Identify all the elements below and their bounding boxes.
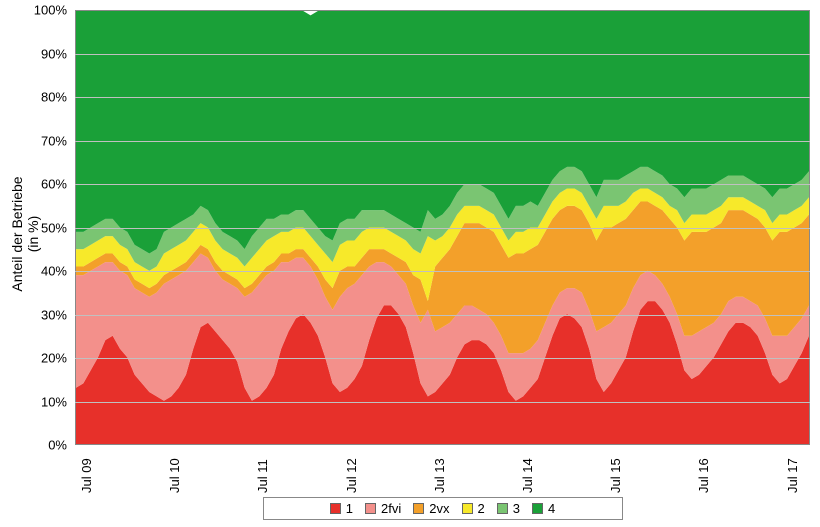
grid-line [75,184,810,185]
y-tick-label: 30% [0,307,67,322]
y-tick-label: 10% [0,394,67,409]
legend-label: 2vx [429,501,449,516]
x-tick-label: Jul 14 [520,458,535,493]
y-tick-label: 70% [0,133,67,148]
x-tick-label: Jul 15 [608,458,623,493]
legend-item-4: 4 [532,501,555,516]
legend-swatch [413,503,424,514]
grid-line [75,271,810,272]
legend-item-2: 2 [462,501,485,516]
legend-swatch [532,503,543,514]
legend-item-2vx: 2vx [413,501,449,516]
x-tick-label: Jul 13 [432,458,447,493]
legend-item-1: 1 [330,501,353,516]
legend-item-3: 3 [497,501,520,516]
y-tick-label: 0% [0,438,67,453]
legend-swatch [365,503,376,514]
y-tick-label: 60% [0,177,67,192]
x-tick-label: Jul 17 [785,458,800,493]
legend-label: 3 [513,501,520,516]
legend-swatch [462,503,473,514]
grid-line [75,315,810,316]
legend-label: 1 [346,501,353,516]
legend-label: 2 [478,501,485,516]
legend-label: 2fvi [381,501,401,516]
x-tick-label: Jul 10 [167,458,182,493]
grid-line [75,97,810,98]
x-tick-label: Jul 12 [344,458,359,493]
y-tick-label: 50% [0,220,67,235]
legend: 1 2fvi 2vx 2 3 4 [263,497,623,520]
y-tick-label: 90% [0,46,67,61]
grid-line [75,358,810,359]
grid-line [75,141,810,142]
stacked-area-chart: Anteil der Betriebe (in %) 0%10%20%30%40… [0,0,820,527]
legend-item-2fvi: 2fvi [365,501,401,516]
grid-line [75,54,810,55]
y-tick-label: 40% [0,264,67,279]
legend-label: 4 [548,501,555,516]
y-tick-label: 100% [0,3,67,18]
x-tick-label: Jul 11 [255,459,270,493]
grid-line [75,402,810,403]
grid-line [75,228,810,229]
x-tick-label: Jul 09 [79,458,94,493]
y-tick-label: 20% [0,351,67,366]
legend-swatch [330,503,341,514]
x-tick-label: Jul 16 [696,458,711,493]
legend-swatch [497,503,508,514]
y-tick-label: 80% [0,90,67,105]
